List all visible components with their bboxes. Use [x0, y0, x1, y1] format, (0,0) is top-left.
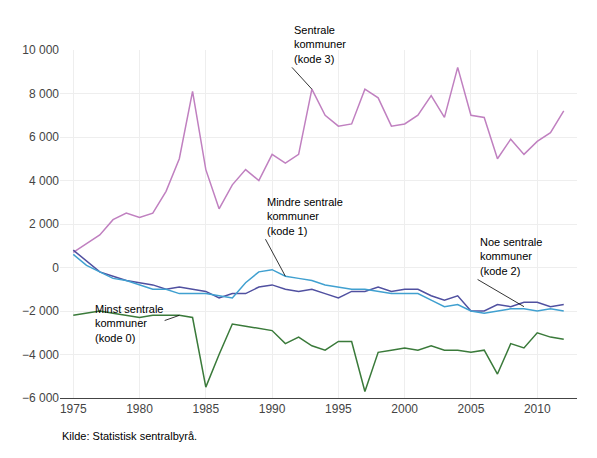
svg-text:1985: 1985: [192, 402, 219, 416]
svg-text:2010: 2010: [524, 402, 551, 416]
svg-text:10 000: 10 000: [22, 43, 59, 57]
svg-text:2000: 2000: [391, 402, 418, 416]
svg-text:−4 000: −4 000: [22, 348, 59, 362]
svg-text:1995: 1995: [325, 402, 352, 416]
svg-text:1975: 1975: [60, 402, 87, 416]
svg-text:Noe sentralekommuner(kode 2): Noe sentralekommuner(kode 2): [480, 236, 542, 277]
svg-text:0: 0: [52, 261, 59, 275]
svg-text:−2 000: −2 000: [22, 304, 59, 318]
svg-text:Mindre sentralekommuner(kode 1: Mindre sentralekommuner(kode 1): [267, 196, 343, 237]
svg-text:Kilde: Statistisk sentralbyrå.: Kilde: Statistisk sentralbyrå.: [62, 430, 197, 442]
svg-text:1990: 1990: [259, 402, 286, 416]
svg-text:2005: 2005: [458, 402, 485, 416]
svg-text:4 000: 4 000: [29, 174, 59, 188]
svg-text:−6 000: −6 000: [22, 391, 59, 405]
svg-text:Sentralekommuner(kode 3): Sentralekommuner(kode 3): [294, 24, 346, 65]
svg-text:6 000: 6 000: [29, 130, 59, 144]
svg-text:1980: 1980: [126, 402, 153, 416]
svg-text:8 000: 8 000: [29, 87, 59, 101]
svg-text:Minst sentralekommuner(kode 0): Minst sentralekommuner(kode 0): [95, 303, 163, 344]
svg-text:2 000: 2 000: [29, 217, 59, 231]
